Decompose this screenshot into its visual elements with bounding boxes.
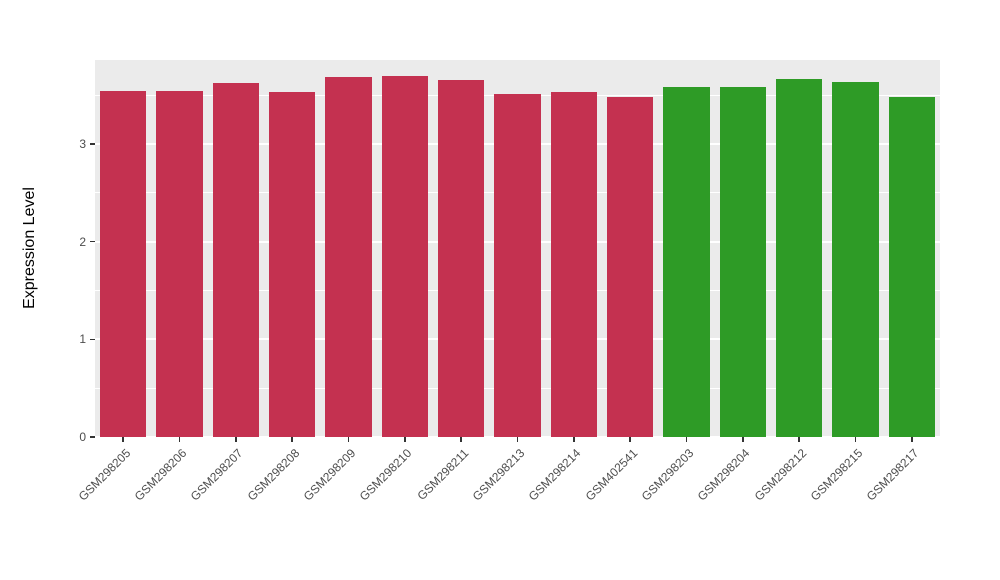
y-tick-mark bbox=[90, 338, 95, 341]
y-tick-label: 1 bbox=[79, 332, 86, 347]
x-tick-label: GSM298204 bbox=[695, 446, 753, 504]
x-tick-label: GSM298214 bbox=[526, 446, 584, 504]
x-tick-mark bbox=[291, 437, 293, 442]
bar-GSM298209 bbox=[325, 76, 372, 437]
x-tick-mark bbox=[798, 437, 800, 442]
bar-GSM298214 bbox=[550, 92, 597, 437]
x-tick-mark bbox=[347, 437, 350, 442]
y-tick-label: 2 bbox=[79, 234, 86, 249]
y-tick-label: 3 bbox=[79, 136, 86, 151]
y-tick-mark bbox=[90, 240, 95, 243]
x-tick-mark bbox=[460, 437, 462, 442]
bar-GSM298206 bbox=[156, 91, 203, 437]
x-tick-mark bbox=[685, 437, 688, 442]
y-tick-mark bbox=[90, 436, 95, 438]
bar-GSM298217 bbox=[888, 97, 935, 437]
bar-GSM402541 bbox=[607, 97, 654, 437]
x-tick-mark bbox=[742, 437, 744, 442]
x-tick-label: GSM298203 bbox=[638, 446, 697, 504]
x-tick-label: GSM298212 bbox=[751, 446, 810, 504]
y-axis-title: Expression Level bbox=[21, 187, 38, 309]
x-tick-label: GSM298217 bbox=[864, 446, 922, 504]
x-tick-label: GSM298213 bbox=[469, 446, 528, 504]
x-tick-label: GSM298209 bbox=[300, 446, 359, 504]
x-tick-label: GSM298207 bbox=[188, 446, 246, 504]
x-tick-label: GSM298206 bbox=[131, 446, 190, 504]
bar-GSM298205 bbox=[100, 91, 147, 437]
x-tick-label: GSM298208 bbox=[244, 446, 303, 504]
bar-GSM298210 bbox=[381, 75, 428, 437]
bar-GSM298203 bbox=[663, 87, 710, 437]
x-tick-label: GSM298211 bbox=[414, 446, 472, 503]
x-tick-mark bbox=[573, 437, 575, 442]
x-tick-label: GSM298215 bbox=[807, 446, 866, 504]
plot-panel bbox=[95, 60, 940, 438]
bar-GSM298212 bbox=[776, 78, 823, 437]
y-tick-label: 0 bbox=[79, 430, 86, 444]
y-tick-mark bbox=[90, 143, 95, 145]
x-tick-label: GSM298210 bbox=[357, 446, 415, 504]
x-tick-mark bbox=[629, 437, 631, 442]
x-tick-mark bbox=[911, 437, 913, 442]
bar-GSM298204 bbox=[719, 87, 766, 437]
bar-GSM298213 bbox=[494, 94, 541, 437]
bar-GSM298207 bbox=[212, 83, 259, 437]
x-tick-label: GSM402541 bbox=[582, 446, 641, 504]
x-tick-mark bbox=[404, 437, 406, 442]
x-tick-mark bbox=[178, 437, 181, 442]
bar-GSM298208 bbox=[269, 92, 316, 437]
x-tick-mark bbox=[516, 437, 519, 442]
bar-GSM298211 bbox=[438, 79, 485, 437]
x-tick-mark bbox=[854, 437, 857, 442]
bar-GSM298215 bbox=[832, 82, 879, 437]
x-tick-label: GSM298205 bbox=[75, 446, 134, 504]
x-tick-mark bbox=[122, 437, 124, 442]
x-tick-mark bbox=[235, 437, 237, 442]
